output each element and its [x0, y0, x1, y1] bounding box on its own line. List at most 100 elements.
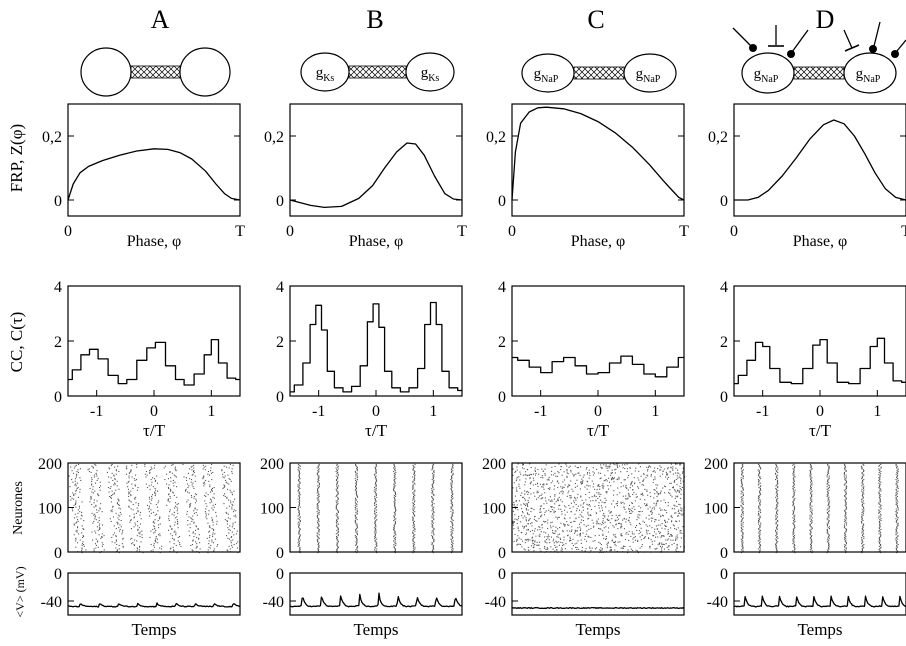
raster-spike-C-1311: [529, 530, 531, 532]
raster-spike-C-958: [607, 518, 609, 520]
raster-spike-C-284: [653, 531, 655, 533]
raster-spike-A-880: [230, 480, 232, 482]
raster-spike-D-459: [810, 499, 812, 501]
raster-spike-C-167: [549, 488, 551, 490]
raster-spike-D-726: [862, 528, 864, 530]
raster-spike-D-946: [895, 511, 897, 513]
raster-spike-B-823: [450, 531, 452, 533]
raster-spike-D-411: [811, 542, 813, 544]
raster-spike-B-562: [393, 496, 395, 498]
frp-xticklabel-B-0: 0: [286, 223, 294, 240]
raster-spike-A-625: [194, 529, 196, 531]
raster-spike-C-533: [612, 463, 614, 465]
raster-spike-C-1024: [609, 522, 611, 524]
raster-spike-A-152: [95, 505, 97, 507]
raster-spike-D-854: [879, 503, 881, 505]
raster-spike-C-1315: [662, 470, 664, 472]
raster-spike-A-519: [171, 535, 173, 537]
raster-spike-A-149: [99, 508, 101, 510]
raster-spike-A-767: [205, 492, 207, 494]
raster-spike-D-103: [759, 549, 761, 551]
raster-spike-C-998: [576, 534, 578, 536]
raster-spike-C-140: [603, 464, 605, 466]
raster-spike-C-1271: [652, 481, 654, 483]
raster-spike-C-770: [629, 467, 631, 469]
raster-spike-B-36: [299, 520, 301, 522]
raster-yticklabel-D-0: 0: [720, 545, 728, 562]
raster-spike-A-843: [227, 513, 229, 515]
raster-spike-D-968: [896, 491, 898, 493]
raster-spike-B-424: [375, 530, 377, 532]
raster-spike-C-785: [589, 514, 591, 516]
raster-spike-B-395: [356, 467, 358, 469]
raster-spike-C-1163: [525, 474, 527, 476]
raster-spike-C-377: [573, 502, 575, 504]
raster-spike-D-817: [879, 536, 881, 538]
raster-spike-D-85: [742, 476, 744, 478]
raster-spike-B-181: [318, 479, 320, 481]
raster-spike-C-1355: [644, 537, 646, 539]
raster-spike-C-464: [660, 509, 662, 511]
raster-spike-D-666: [845, 493, 847, 495]
excitatory-synapse-4: [891, 39, 906, 58]
raster-spike-C-19: [655, 525, 657, 527]
raster-spike-D-446: [810, 511, 812, 513]
raster-spike-B-743: [432, 513, 434, 515]
raster-spike-C-1310: [639, 523, 641, 525]
raster-spike-A-479: [151, 481, 153, 483]
raster-spike-A-35: [77, 520, 79, 522]
raster-spike-A-319: [136, 535, 138, 537]
raster-spike-B-129: [317, 526, 319, 528]
raster-spike-C-183: [572, 473, 574, 475]
raster-spike-A-475: [148, 485, 150, 487]
raster-spike-B-60: [297, 498, 299, 500]
raster-spike-A-763: [205, 495, 207, 497]
raster-spike-C-543: [528, 514, 530, 516]
raster-spike-C-1364: [602, 486, 604, 488]
raster-spike-B-694: [412, 468, 414, 470]
raster-spike-A-785: [203, 476, 205, 478]
raster-spike-C-712: [583, 502, 585, 504]
raster-spike-D-497: [811, 465, 813, 467]
raster-spike-A-541: [168, 515, 170, 517]
raster-spike-A-31: [73, 524, 75, 526]
raster-spike-D-306: [793, 546, 795, 548]
raster-spike-C-217: [551, 509, 553, 511]
raster-spike-D-120: [759, 534, 761, 536]
raster-spike-A-795: [210, 467, 212, 469]
raster-spike-A-792: [210, 470, 212, 472]
raster-spike-C-602: [671, 544, 673, 546]
raster-spike-D-127: [758, 528, 760, 530]
raster-spike-A-124: [94, 530, 96, 532]
raster-spike-C-62: [668, 518, 670, 520]
raster-spike-A-222: [114, 532, 116, 534]
raster-spike-A-426: [152, 528, 154, 530]
raster-spike-D-934: [895, 521, 897, 523]
raster-spike-C-1114: [543, 531, 545, 533]
raster-spike-A-520: [175, 534, 177, 536]
cc-yticklabel-C-1: 2: [498, 334, 506, 351]
raster-spike-C-937: [639, 547, 641, 549]
raster-spike-C-646: [628, 510, 630, 512]
raster-spike-A-97: [74, 465, 76, 467]
raster-spike-D-896: [880, 466, 882, 468]
raster-spike-B-708: [432, 544, 434, 546]
raster-spike-C-65: [657, 524, 659, 526]
raster-spike-A-17: [82, 536, 84, 538]
raster-spike-C-42: [630, 510, 632, 512]
raster-spike-A-420: [157, 534, 159, 536]
raster-spike-A-194: [88, 468, 90, 470]
raster-spike-B-525: [393, 529, 395, 531]
raster-spike-D-386: [793, 475, 795, 477]
raster-spike-C-175: [653, 479, 655, 481]
raster-spike-B-543: [394, 513, 396, 515]
raster-spike-C-461: [645, 529, 647, 531]
raster-spike-C-976: [656, 495, 658, 497]
raster-spike-B-556: [394, 502, 396, 504]
raster-spike-B-165: [318, 494, 320, 496]
raster-spike-A-170: [99, 489, 101, 491]
raster-spike-B-272: [336, 487, 338, 489]
raster-spike-D-872: [879, 487, 881, 489]
raster-spike-C-496: [607, 520, 609, 522]
raster-spike-B-830: [452, 525, 454, 527]
